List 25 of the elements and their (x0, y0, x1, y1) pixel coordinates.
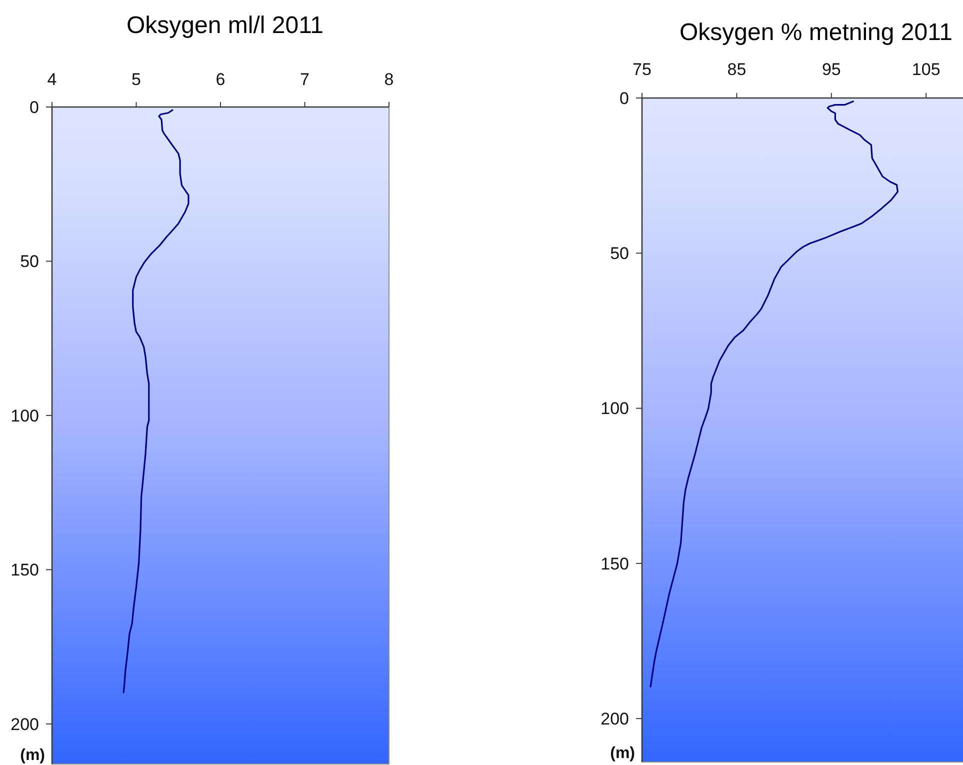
y-tick-label: 200 (10, 714, 39, 734)
y-tick-label: 50 (20, 252, 39, 272)
chart-title: Oksygen ml/l 2011 (126, 12, 324, 39)
y-tick-label: 0 (620, 88, 629, 108)
y-tick-label: 100 (10, 406, 39, 426)
line-series (650, 100, 899, 688)
y-axis-title: (m) (20, 747, 45, 764)
y-axis-title: (m) (610, 745, 635, 762)
x-tick-label: 85 (727, 60, 746, 79)
x-tick-label: 5 (132, 70, 141, 89)
y-tick-label: 150 (10, 560, 39, 580)
x-tick-label: 6 (216, 70, 226, 89)
x-tick-label: 4 (47, 70, 57, 89)
x-tick-label: 8 (384, 70, 394, 89)
x-tick-label: 75 (632, 60, 652, 79)
y-tick-label: 150 (600, 554, 629, 574)
x-tick-label: 105 (912, 60, 940, 79)
y-tick-label: 200 (600, 710, 629, 729)
chart-title: Oksygen % metning 2011 (679, 19, 953, 46)
y-tick-label: 100 (600, 399, 629, 418)
y-tick-label: 50 (610, 244, 629, 264)
x-tick-label: 95 (822, 60, 841, 79)
y-tick-label: 0 (30, 98, 39, 117)
x-tick-label: 7 (300, 70, 310, 89)
line-series (122, 109, 190, 694)
